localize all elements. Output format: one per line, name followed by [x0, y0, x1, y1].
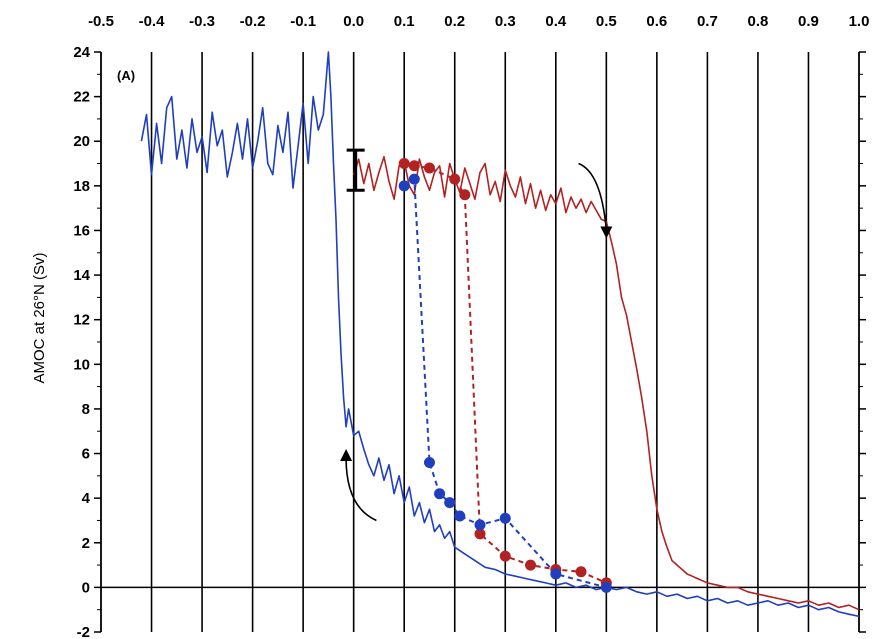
- y-tick-label: 10: [73, 356, 90, 373]
- series-line-blue-backward-curve: [140, 51, 860, 618]
- data-point: [474, 519, 486, 531]
- grid: [150, 52, 810, 632]
- data-point: [423, 162, 435, 174]
- data-point: [434, 488, 446, 500]
- x-tick-label: -0.2: [240, 13, 266, 30]
- y-tick-label: 22: [73, 89, 90, 106]
- data-point: [398, 180, 410, 192]
- panel-label: (A): [117, 68, 135, 83]
- data-point: [449, 173, 461, 185]
- data-point: [454, 510, 466, 522]
- x-tick-label: 0.3: [495, 13, 516, 30]
- x-tick-label: 0.9: [798, 13, 819, 30]
- y-tick-label: 8: [82, 401, 90, 418]
- x-tick-label: -0.3: [189, 13, 215, 30]
- data-point: [444, 497, 456, 509]
- x-tick-label: 0.4: [545, 13, 567, 30]
- y-axis-title: AMOC at 26°N (Sv): [31, 252, 48, 383]
- data-point: [408, 173, 420, 185]
- data-point: [575, 566, 587, 578]
- x-tick-label: 0.1: [394, 13, 415, 30]
- x-tick-label: 1.0: [849, 13, 870, 30]
- arrow-down-right-curve: [578, 162, 608, 231]
- arrow-down-right-head: [600, 226, 613, 239]
- y-tick-label: 16: [73, 222, 90, 239]
- data-point: [398, 158, 410, 170]
- y-tick-label: 6: [82, 446, 90, 463]
- arrow-up-left-head: [340, 449, 353, 461]
- x-tick-label: 0.7: [697, 13, 718, 30]
- annotations-layer: [340, 148, 613, 522]
- y-tick-label: -2: [77, 624, 90, 639]
- x-tick-label: -0.1: [290, 13, 316, 30]
- data-point: [459, 189, 471, 201]
- data-point: [408, 160, 420, 172]
- series-dashed-blue-dotted-hysteresis: [403, 177, 607, 589]
- data-point: [499, 512, 511, 524]
- arrow-up-left-curve: [345, 457, 377, 522]
- x-tick-label: 0.6: [646, 13, 667, 30]
- data-point: [474, 528, 486, 540]
- data-point: [499, 550, 511, 562]
- x-tick-label: 0.8: [748, 13, 769, 30]
- x-tick-label: 0.0: [343, 13, 364, 30]
- y-tick-label: 14: [73, 267, 90, 284]
- x-tick-label: -0.4: [139, 13, 166, 30]
- x-tick-label: 0.2: [444, 13, 465, 30]
- y-tick-label: 24: [73, 44, 90, 61]
- y-tick-label: 18: [73, 178, 90, 195]
- data-point: [525, 559, 537, 571]
- y-tick-label: 2: [82, 535, 90, 552]
- x-tick-label: -0.5: [88, 13, 114, 30]
- x-tick-label: 0.5: [596, 13, 617, 30]
- data-point: [423, 456, 435, 468]
- series-line-red-forward-curve: [352, 156, 860, 611]
- y-tick-label: 12: [73, 312, 90, 329]
- data-point: [600, 581, 612, 593]
- series-layer: [140, 51, 860, 618]
- y-tick-label: 20: [73, 133, 90, 150]
- data-point: [550, 568, 562, 580]
- y-tick-label: 4: [82, 490, 91, 507]
- y-tick-label: 0: [82, 579, 90, 596]
